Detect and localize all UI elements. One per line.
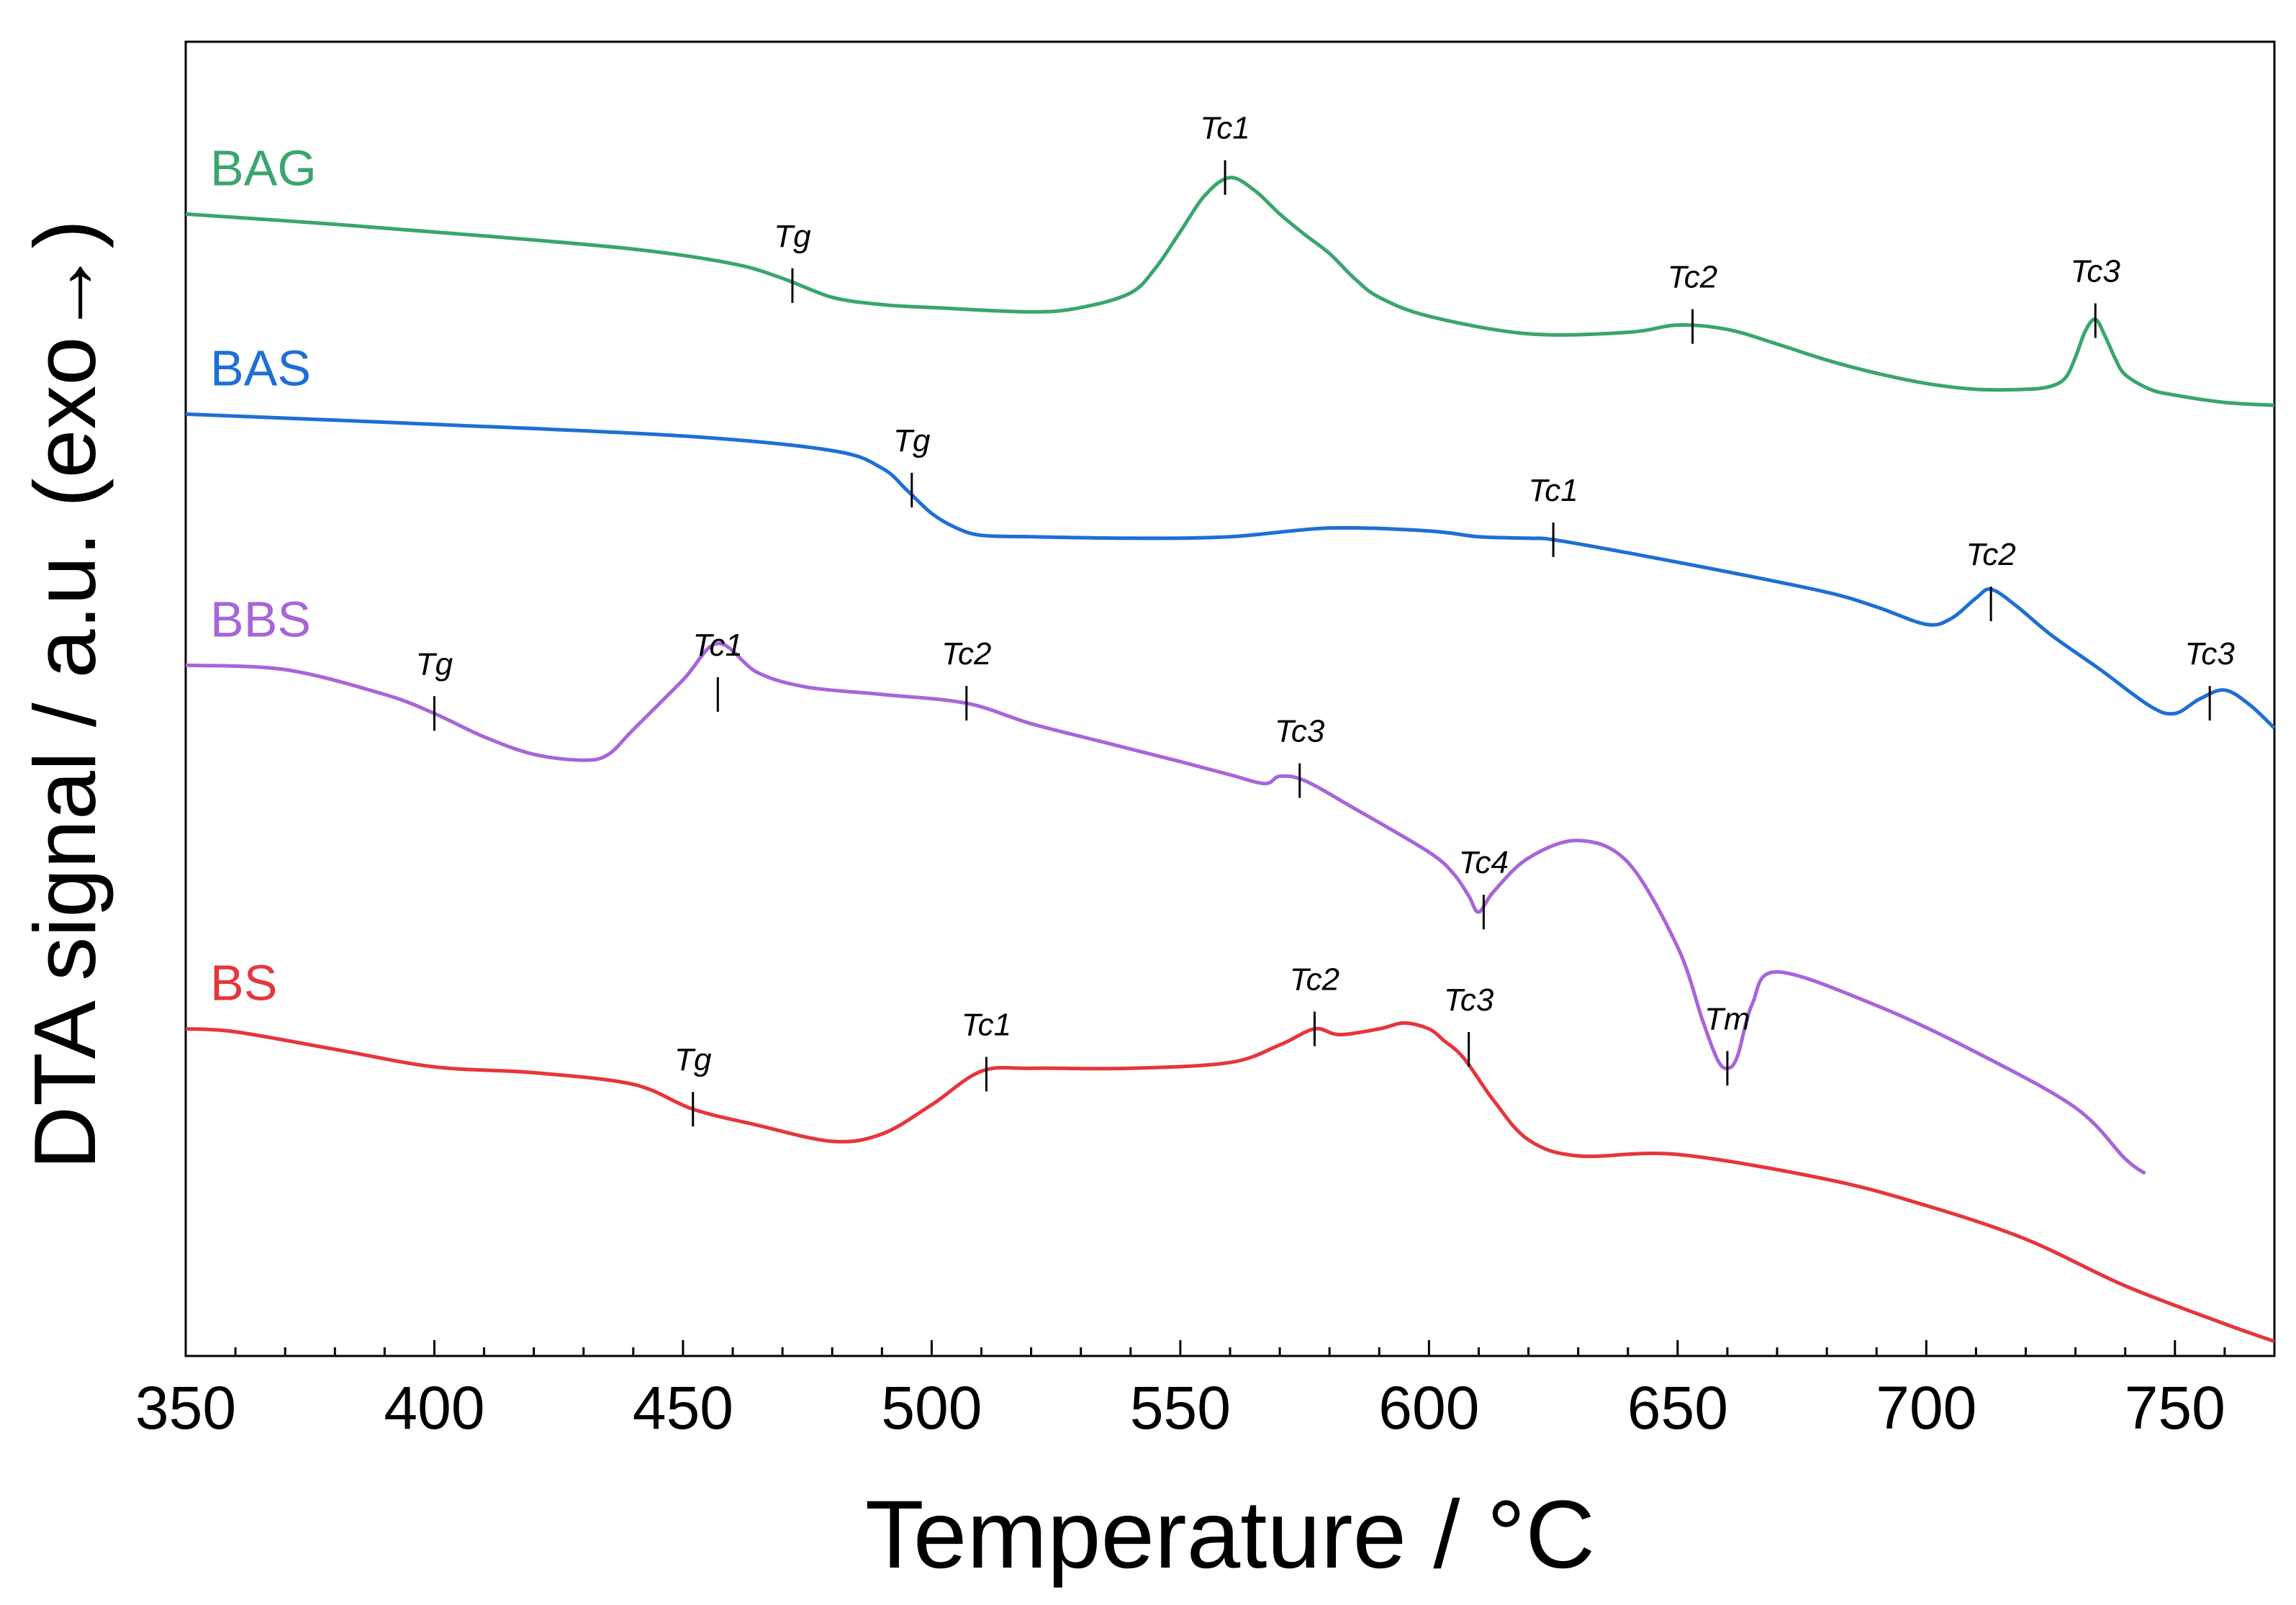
series-line-bs bbox=[185, 1021, 2275, 1344]
x-tick-label: 550 bbox=[1130, 1374, 1231, 1442]
series-label-bs: BS bbox=[210, 955, 277, 1011]
transition-label: Tg bbox=[674, 1042, 712, 1077]
x-tick-label: 650 bbox=[1627, 1374, 1728, 1442]
series-label-bas: BAS bbox=[210, 340, 311, 396]
x-tick-label: 450 bbox=[633, 1374, 733, 1442]
annotation-layer: Tg Tc1 Tc2 Tc3 Tg Tc1 Tc2 Tc3 Tg Tc1 Tc2 Tc3 Tc4 Tm Tg… bbox=[416, 111, 2236, 1127]
transition-label: Tc1 bbox=[693, 628, 743, 663]
transition-label: Tc1 bbox=[1528, 473, 1578, 508]
transition-label: Tg bbox=[893, 423, 931, 458]
x-axis-ticks: 350 400 450 500 550 600 650 700 750 bbox=[135, 1340, 2276, 1442]
transition-label: Tg bbox=[416, 646, 453, 682]
series-line-bbs bbox=[185, 641, 2146, 1175]
transition-label: Tm bbox=[1704, 1001, 1750, 1036]
series-line-bas bbox=[185, 412, 2276, 730]
transition-label: Tc1 bbox=[1200, 111, 1249, 146]
transition-label: Tc3 bbox=[1444, 982, 1494, 1018]
series-label-bag: BAG bbox=[210, 140, 317, 196]
x-tick-label: 500 bbox=[881, 1374, 982, 1442]
series-line-bag bbox=[185, 176, 2275, 407]
transition-label: Tc2 bbox=[1966, 537, 2016, 572]
x-tick-label: 750 bbox=[2125, 1374, 2225, 1442]
x-tick-label: 400 bbox=[384, 1374, 484, 1442]
y-axis-title: DTA signal / a.u. (exo→) bbox=[16, 220, 114, 1170]
series-label-bbs: BBS bbox=[210, 591, 311, 647]
transition-label: Tg bbox=[774, 219, 811, 254]
transition-label: Tc2 bbox=[1668, 260, 1717, 295]
transition-label: Tc3 bbox=[2071, 254, 2121, 289]
x-tick-label: 600 bbox=[1378, 1374, 1479, 1442]
transition-label: Tc2 bbox=[1290, 962, 1339, 998]
series-layer: BAG BAS BBS BS bbox=[185, 140, 2276, 1344]
transition-label: Tc1 bbox=[962, 1007, 1011, 1042]
x-tick-label: 350 bbox=[135, 1374, 236, 1442]
transition-label: Tc3 bbox=[1275, 714, 1325, 749]
x-tick-label: 700 bbox=[1876, 1374, 1976, 1442]
transition-label: Tc4 bbox=[1459, 845, 1509, 880]
x-axis-title: Temperature / °C bbox=[865, 1481, 1595, 1588]
transition-label: Tc3 bbox=[2185, 636, 2236, 672]
transition-label: Tc2 bbox=[941, 636, 991, 672]
